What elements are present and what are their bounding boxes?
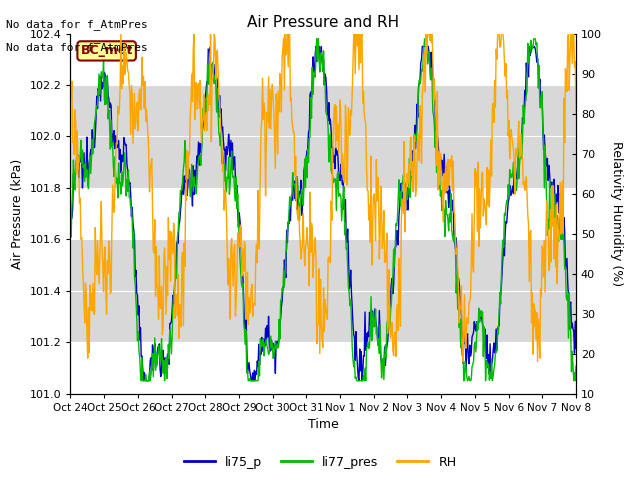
Legend: li75_p, li77_pres, RH: li75_p, li77_pres, RH [179,451,461,474]
Bar [70,240,576,342]
Text: BC_met: BC_met [81,44,132,58]
Title: Air Pressure and RH: Air Pressure and RH [247,15,399,30]
Text: No data for f̅AtmPres: No data for f̅AtmPres [6,43,148,53]
Text: No data for f_AtmPres: No data for f_AtmPres [6,19,148,30]
X-axis label: Time: Time [308,418,339,431]
Bar [70,85,576,188]
Y-axis label: Air Pressure (kPa): Air Pressure (kPa) [11,158,24,269]
Y-axis label: Relativity Humidity (%): Relativity Humidity (%) [610,141,623,286]
